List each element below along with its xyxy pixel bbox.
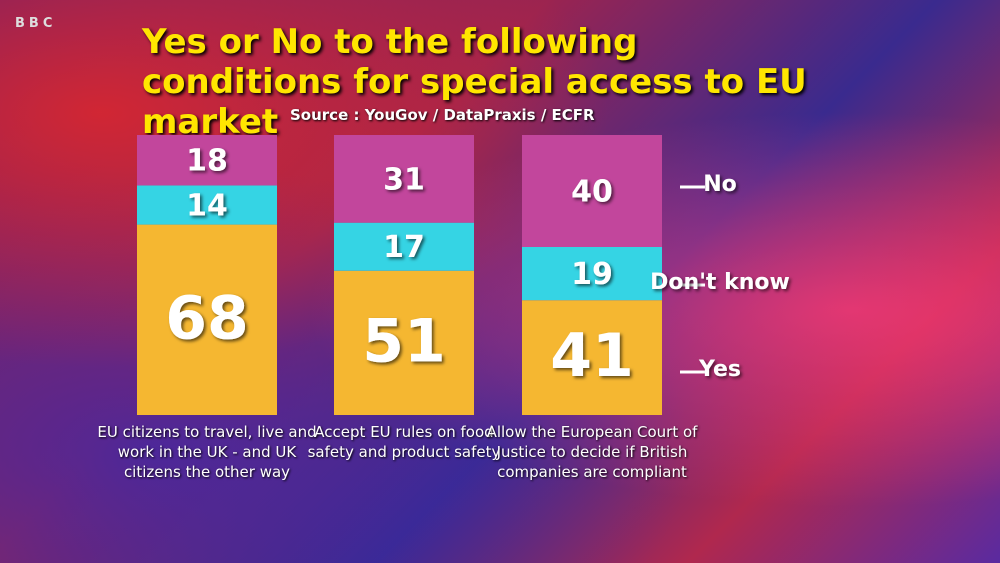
value-label: 40 bbox=[571, 175, 613, 210]
bar-segment bbox=[334, 270, 474, 415]
bar-segment bbox=[334, 222, 474, 271]
value-label: 17 bbox=[383, 230, 425, 265]
category-label: Allow the European Court of Justice to d… bbox=[486, 423, 698, 481]
bar-segment bbox=[137, 135, 277, 186]
value-label: 31 bbox=[383, 162, 425, 197]
legend-label: No bbox=[703, 172, 737, 197]
legend-label: Don't know bbox=[650, 270, 790, 295]
value-label: 18 bbox=[186, 144, 228, 179]
category-label: Accept EU rules on food safety and produ… bbox=[307, 423, 501, 461]
value-label: 51 bbox=[362, 306, 446, 376]
bar-segment bbox=[137, 224, 277, 415]
bar-segment bbox=[522, 300, 662, 415]
bar-segment bbox=[522, 135, 662, 247]
subtitle: Source : YouGov / DataPraxis / ECFR bbox=[290, 106, 595, 124]
bar-segment bbox=[522, 247, 662, 301]
value-label: 68 bbox=[165, 283, 249, 353]
value-label: 41 bbox=[550, 321, 634, 391]
value-label: 14 bbox=[186, 189, 228, 224]
logo: BBC bbox=[15, 16, 57, 31]
legend-label: Yes bbox=[698, 357, 741, 382]
bar-segment bbox=[334, 135, 474, 223]
chart-title: Yes or No to the following conditions fo… bbox=[142, 22, 807, 142]
bar-segment bbox=[137, 185, 277, 225]
category-label: EU citizens to travel, live and work in … bbox=[97, 423, 317, 481]
value-label: 19 bbox=[571, 257, 613, 292]
